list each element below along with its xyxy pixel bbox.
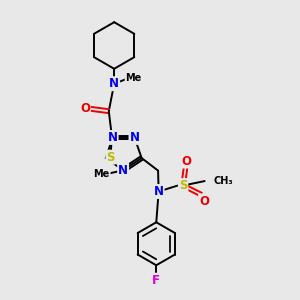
Text: N: N	[118, 164, 128, 177]
Text: N: N	[109, 77, 119, 90]
Text: S: S	[179, 179, 188, 192]
Text: CH₃: CH₃	[214, 176, 233, 186]
Text: O: O	[181, 154, 191, 167]
Text: N: N	[108, 131, 118, 144]
Text: S: S	[106, 151, 115, 164]
Text: F: F	[152, 274, 160, 287]
Text: N: N	[130, 131, 140, 144]
Text: Me: Me	[125, 73, 142, 83]
Text: O: O	[199, 195, 209, 208]
Text: N: N	[154, 185, 164, 198]
Text: Me: Me	[94, 169, 110, 179]
Text: O: O	[80, 102, 90, 115]
